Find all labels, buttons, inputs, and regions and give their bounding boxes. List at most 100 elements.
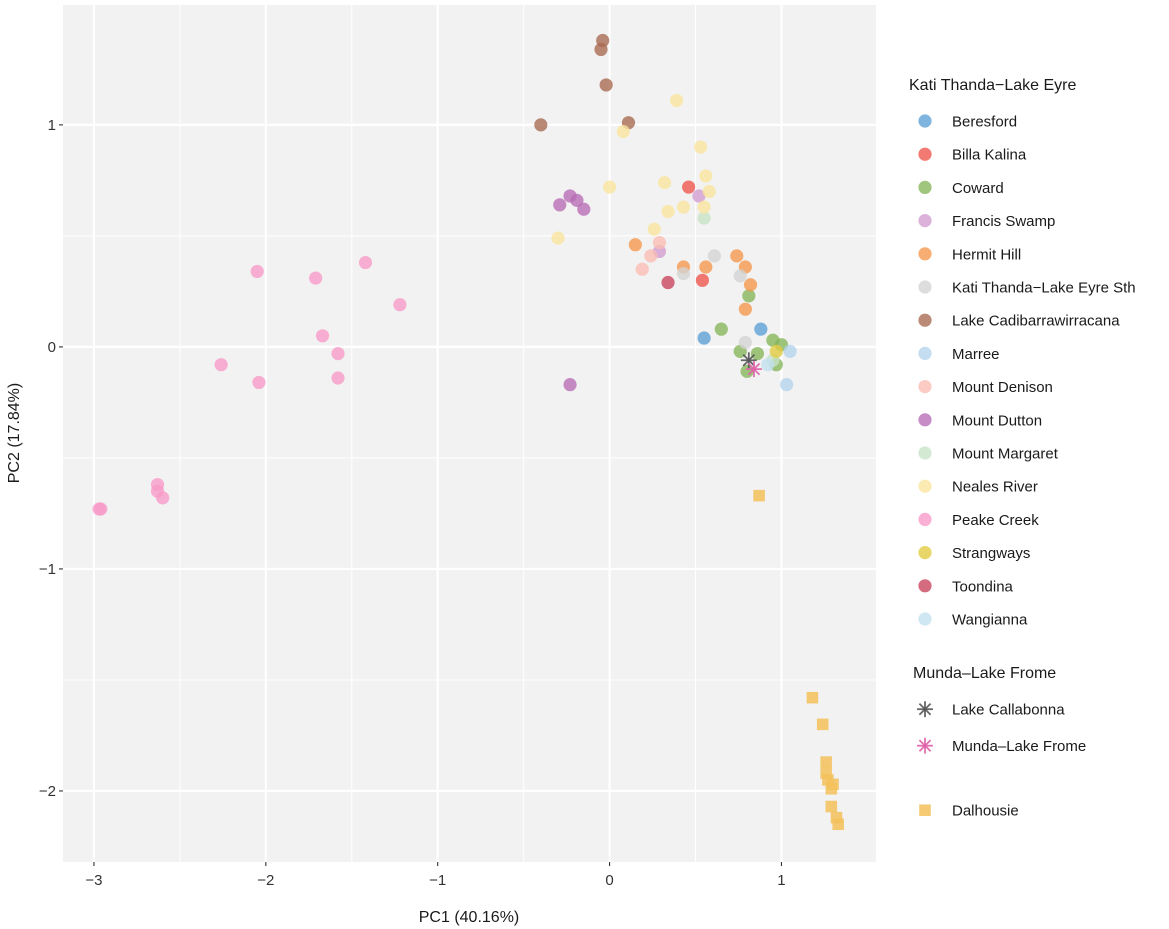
point-coward — [740, 364, 754, 378]
point-neales-river — [697, 200, 711, 214]
point-billa-kalina — [695, 273, 709, 287]
legend-key-neales-river — [918, 479, 932, 493]
point-mount-margaret — [697, 211, 711, 225]
legend-key-wangianna — [918, 612, 932, 626]
point-neales-river — [670, 93, 684, 108]
point-mount-dutton — [577, 202, 591, 216]
point-dalhousie — [816, 718, 829, 731]
point-mount-dutton — [563, 378, 577, 392]
legend-key-toondina — [918, 579, 932, 593]
point-hermit-hill — [738, 302, 752, 316]
point-mount-dutton — [570, 193, 584, 207]
point-toondina — [661, 275, 675, 290]
point-neales-river — [676, 200, 691, 214]
point-kati-thanda-lake-eyre-sth — [676, 267, 691, 281]
point-mount-denison — [652, 235, 667, 250]
grid-lines — [63, 5, 876, 862]
point-dalhousie — [825, 800, 838, 813]
point-lake-cadibarrawirracana — [534, 118, 548, 132]
legend-key-hermit-hill — [918, 247, 932, 261]
point-wangianna — [761, 358, 775, 372]
point-mount-dutton — [553, 198, 567, 212]
point-coward — [714, 322, 728, 336]
point-peake-creek — [250, 264, 264, 279]
legend-label-hermit-hill: Hermit Hill — [952, 246, 1021, 263]
point-neales-river — [657, 176, 672, 190]
point-dalhousie — [827, 778, 839, 791]
point-coward — [742, 289, 756, 303]
legend-key-lake-callabonna — [917, 701, 933, 718]
point-dalhousie — [820, 756, 832, 768]
point-kati-thanda-lake-eyre-sth — [733, 269, 747, 283]
legend-label-lake-cadibarrawirracana: Lake Cadibarrawirracana — [952, 313, 1120, 330]
legend-label-neales-river: Neales River — [952, 479, 1038, 496]
legend-label-dalhousie: Dalhousie — [952, 803, 1019, 820]
y-tick-label: 0 — [48, 339, 56, 356]
point-peake-creek — [315, 329, 330, 343]
legend-key-coward — [918, 180, 932, 194]
legend-key-marree — [918, 346, 932, 360]
legend-key-strangways — [918, 546, 932, 560]
point-dalhousie — [753, 489, 765, 502]
legend-label-strangways: Strangways — [952, 545, 1030, 562]
legend-title-kati-thanda-lake-eyre: Kati Thanda−Lake Eyre — [909, 77, 1076, 94]
point-peake-creek — [331, 346, 345, 361]
point-lake-cadibarrawirracana — [599, 78, 613, 92]
legend-key-beresford — [918, 114, 932, 128]
plot-panel — [63, 5, 876, 862]
point-peake-creek — [309, 271, 323, 285]
point-marree — [780, 378, 794, 392]
x-axis-title: PC1 (40.16%) — [419, 909, 520, 926]
y-tick-label: −2 — [39, 783, 56, 800]
data-points — [92, 33, 844, 831]
legend-label-mount-margaret: Mount Margaret — [952, 446, 1059, 463]
legend-label-marree: Marree — [952, 346, 1000, 363]
legend-key-kati-thanda-lake-eyre-sth — [918, 280, 932, 294]
point-dalhousie — [832, 818, 844, 831]
point-neales-river — [647, 222, 661, 236]
legend-key-mount-denison — [918, 380, 932, 394]
point-hermit-hill — [628, 238, 642, 252]
y-axis-title: PC2 (17.84%) — [6, 383, 23, 484]
point-lake-callabonna — [740, 352, 757, 369]
point-peake-creek — [252, 375, 266, 390]
point-peake-creek — [156, 491, 170, 505]
legend-label-wangianna: Wangianna — [952, 612, 1028, 629]
point-hermit-hill — [699, 260, 713, 274]
point-peake-creek — [393, 298, 407, 312]
point-neales-river — [616, 124, 630, 139]
axis-ticks: −3 −2 −1 0 1 −2 −1 0 1 — [39, 117, 786, 889]
legend-label-mount-denison: Mount Denison — [952, 379, 1053, 396]
y-tick-label: 1 — [48, 117, 56, 134]
point-coward — [750, 346, 765, 361]
point-dalhousie — [820, 767, 832, 779]
legend-key-peake-creek — [918, 512, 932, 527]
x-tick-label: 1 — [777, 872, 785, 889]
point-beresford — [697, 331, 711, 345]
point-strangways — [769, 344, 783, 358]
point-peake-creek — [214, 358, 228, 372]
point-beresford — [754, 322, 768, 336]
legend-key-billa-kalina — [918, 147, 932, 161]
point-hermit-hill — [743, 278, 758, 292]
point-dalhousie — [806, 691, 819, 704]
point-neales-river — [694, 140, 708, 154]
point-mount-denison — [635, 262, 649, 276]
point-neales-river — [551, 231, 565, 245]
point-dalhousie — [830, 811, 843, 824]
x-tick-label: 0 — [605, 872, 613, 889]
legend-label-beresford: Beresford — [952, 114, 1017, 131]
legend-key-francis-swamp — [918, 214, 932, 228]
point-munda-lake-frome — [746, 361, 762, 378]
x-tick-label: −2 — [257, 872, 274, 889]
point-neales-river — [702, 184, 716, 199]
point-marree — [783, 344, 797, 358]
point-lake-cadibarrawirracana — [594, 42, 608, 57]
point-mount-denison — [644, 249, 658, 263]
point-billa-kalina — [682, 180, 696, 194]
legend-key-mount-dutton — [918, 413, 932, 427]
legend-title-munda-lake-frome: Munda–Lake Frome — [913, 665, 1056, 682]
x-tick-label: −1 — [429, 872, 446, 889]
point-neales-river — [602, 180, 617, 194]
